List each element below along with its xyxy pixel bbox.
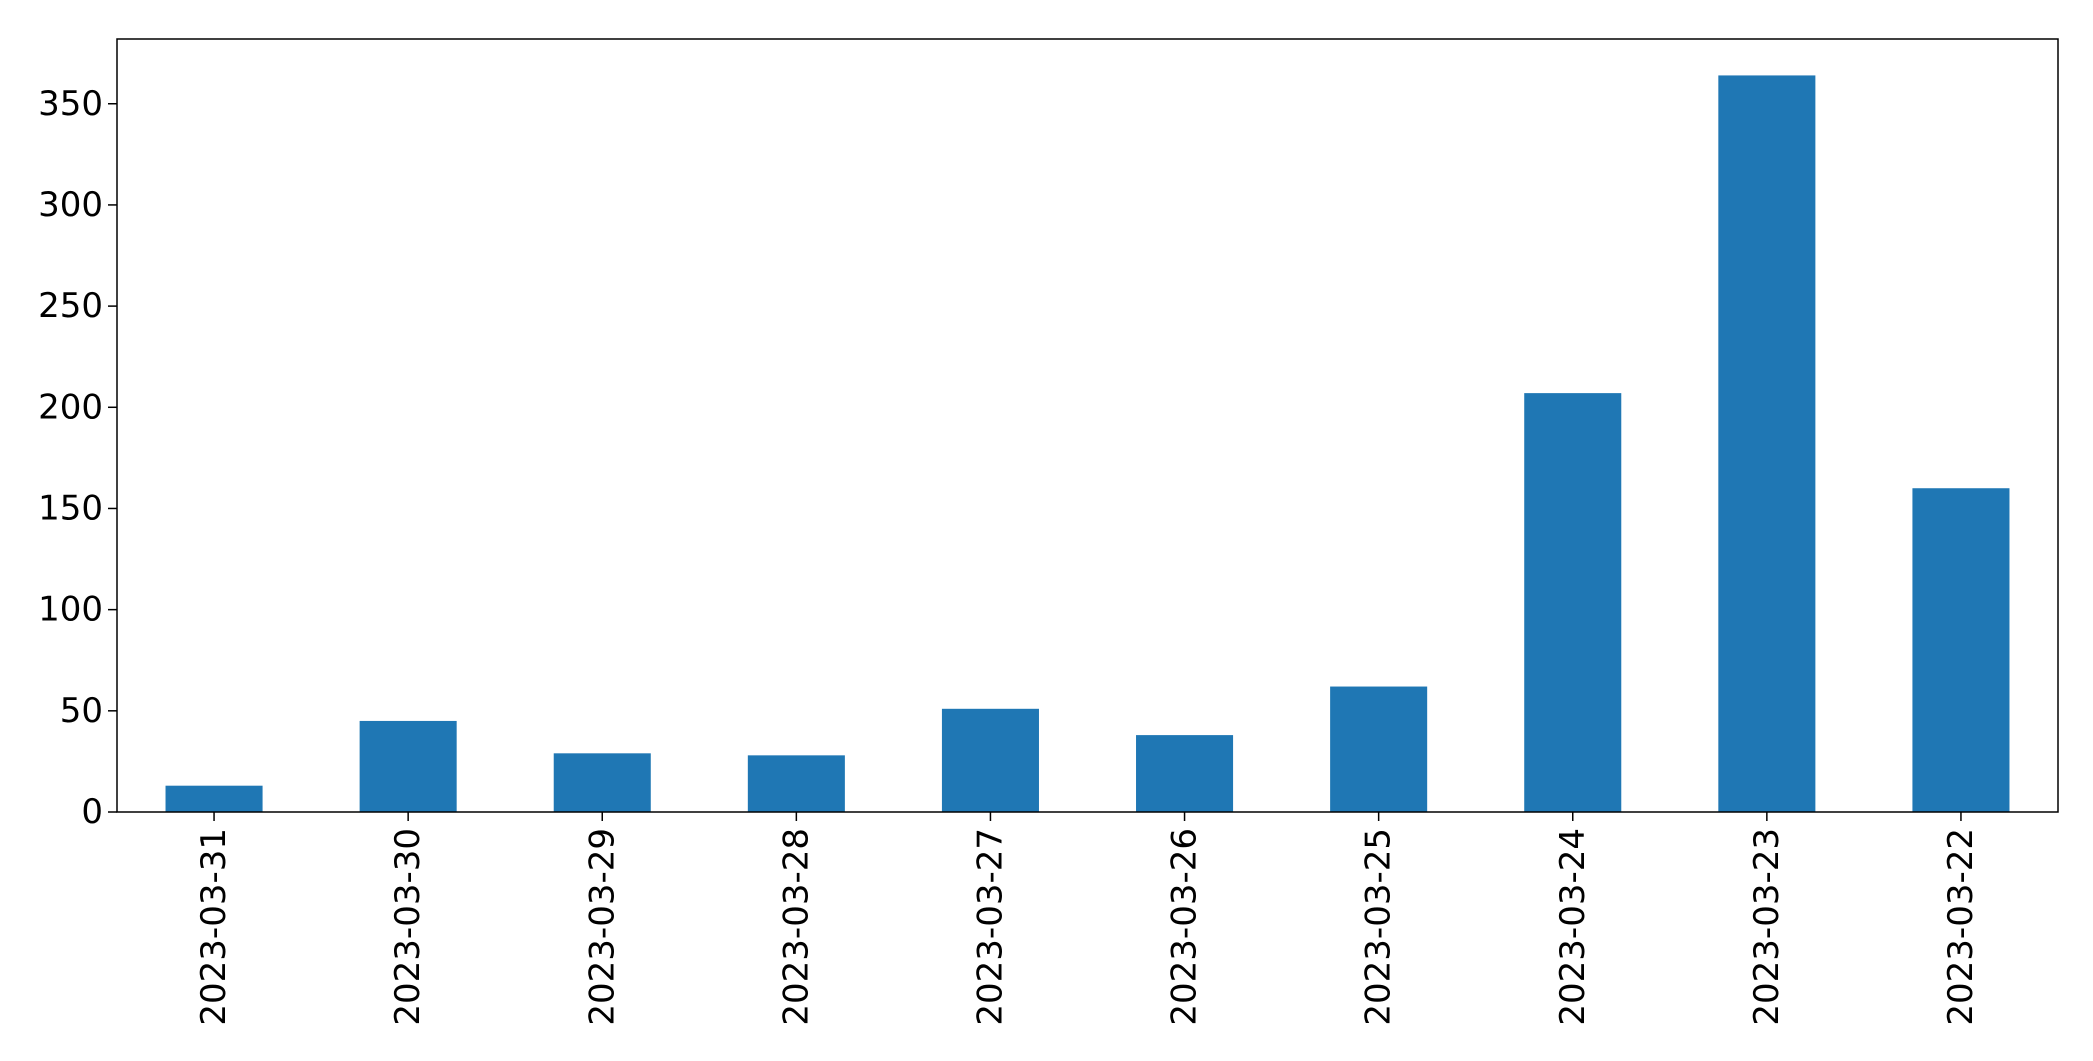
y-axis: 0 50 100 150 200 250 300 350 [38,84,117,832]
x-tick-label: 2023-03-23 [1747,828,1787,1026]
x-tick-label: 2023-03-25 [1359,828,1399,1026]
plot-area-frame [116,38,2059,813]
bar-2023-03-25 [1330,686,1428,812]
x-tick-label: 2023-03-24 [1553,828,1593,1026]
x-tick-label: 2023-03-28 [776,828,816,1026]
x-tick-label: 2023-03-26 [1165,828,1205,1026]
bar-2023-03-31 [165,785,263,812]
bar-2023-03-28 [747,755,845,812]
bar-2023-03-26 [1136,735,1234,812]
y-tick-label: 150 [38,488,103,528]
y-tick-label: 50 [60,691,103,731]
y-tick-label: 250 [38,286,103,326]
x-tick-label: 2023-03-31 [194,828,234,1026]
bars-group [165,75,2010,813]
bar-2023-03-29 [553,753,651,812]
x-axis: 2023-03-31 2023-03-30 2023-03-29 2023-03-28… [194,812,1981,1026]
x-tick-label: 2023-03-30 [388,828,428,1026]
x-tick-label: 2023-03-22 [1941,828,1981,1026]
bar-2023-03-27 [941,708,1039,812]
bar-2023-03-30 [359,720,457,812]
y-tick-label: 300 [38,185,103,225]
x-tick-label: 2023-03-29 [582,828,622,1026]
y-tick-label: 100 [38,590,103,630]
y-tick-label: 350 [38,84,103,124]
bar-2023-03-24 [1524,393,1622,812]
x-tick-label: 2023-03-27 [970,828,1010,1026]
y-tick-label: 200 [38,387,103,427]
bar-2023-03-23 [1718,75,1816,813]
y-tick-label: 0 [81,792,103,832]
bar-2023-03-22 [1912,488,2010,812]
